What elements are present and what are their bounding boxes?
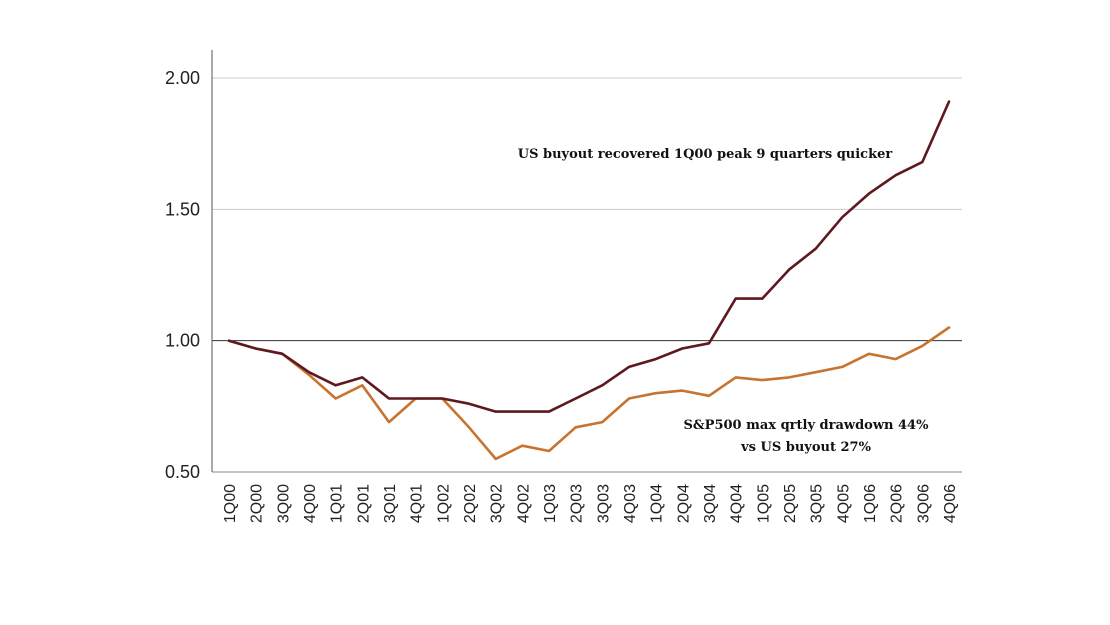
x-tick-label: 3Q01 — [382, 484, 399, 523]
x-tick-label: 3Q02 — [489, 484, 506, 523]
x-tick-label: 1Q01 — [329, 484, 346, 523]
x-tick-label: 2Q01 — [355, 484, 372, 523]
x-tick-label: 1Q03 — [542, 484, 559, 523]
x-tick-label: 4Q02 — [515, 484, 532, 523]
x-tick-label: 3Q03 — [595, 484, 612, 523]
y-tick-label: 1.50 — [165, 199, 200, 219]
annotation-drawdown-line2: vs US buyout 27% — [740, 440, 871, 455]
x-tick-label: 2Q03 — [569, 484, 586, 523]
y-tick-label: 2.00 — [165, 68, 200, 88]
y-tick-label: 0.50 — [165, 462, 200, 482]
x-tick-label: 2Q06 — [889, 484, 906, 523]
x-tick-label: 2Q05 — [782, 484, 799, 523]
series-line-upper — [227, 100, 951, 413]
x-tick-label: 1Q04 — [649, 484, 666, 523]
x-tick-label: 4Q06 — [942, 484, 959, 523]
x-tick-label: 1Q02 — [435, 484, 452, 523]
x-tick-label: 3Q04 — [702, 484, 719, 523]
x-tick-label: 4Q03 — [622, 484, 639, 523]
x-tick-label: 2Q02 — [462, 484, 479, 523]
x-tick-labels: 1Q00 2Q00 3Q00 4Q00 1Q01 2Q01 3Q01 4Q01 1Q02 2Q02… — [222, 484, 959, 523]
y-tick-labels: 0.50 1.00 1.50 2.00 — [165, 68, 200, 482]
x-tick-label: 3Q05 — [809, 484, 826, 523]
x-tick-label: 1Q06 — [862, 484, 879, 523]
gridlines — [212, 77, 962, 473]
x-tick-label: 3Q06 — [915, 484, 932, 523]
annotation-buyout-recovery: US buyout recovered 1Q00 peak 9 quarters… — [518, 147, 893, 162]
x-tick-label: 2Q04 — [675, 484, 692, 523]
annotation-drawdown-line1: S&P500 max qrtly drawdown 44% — [684, 418, 930, 433]
series-lines — [227, 100, 951, 461]
y-tick-label: 1.00 — [165, 331, 200, 351]
x-tick-label: 3Q00 — [275, 484, 292, 523]
x-tick-label: 1Q00 — [222, 484, 239, 523]
annotations: US buyout recovered 1Q00 peak 9 quarters… — [518, 147, 929, 455]
x-tick-label: 4Q00 — [302, 484, 319, 523]
x-tick-label: 4Q05 — [835, 484, 852, 523]
x-tick-label: 1Q05 — [755, 484, 772, 523]
series-line-lower — [227, 326, 951, 461]
x-tick-label: 4Q04 — [729, 484, 746, 523]
x-tick-label: 4Q01 — [409, 484, 426, 523]
x-tick-label: 2Q00 — [249, 484, 266, 523]
